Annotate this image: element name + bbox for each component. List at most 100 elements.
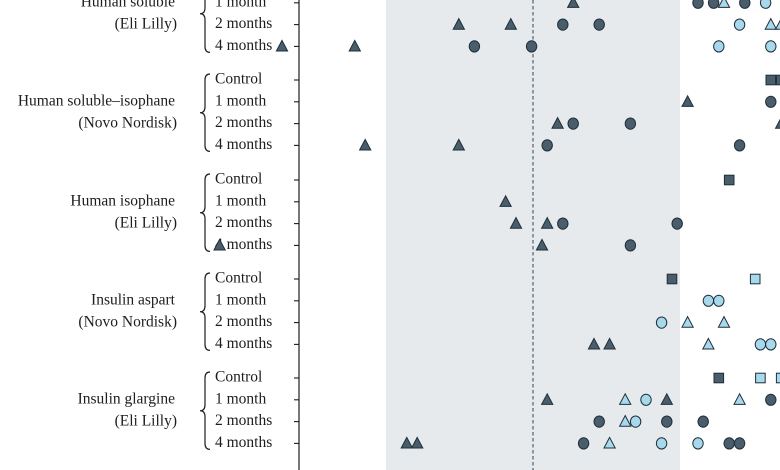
data-point-triangle	[358, 138, 372, 151]
data-point-circle	[733, 437, 746, 450]
data-point-circle	[723, 437, 735, 450]
row-label: 4 months	[215, 434, 272, 451]
row-label: 2 months	[215, 114, 272, 131]
data-point-circle	[629, 415, 642, 428]
group-manufacturer-label: (Novo Nordisk)	[78, 114, 177, 131]
data-point-triangle	[701, 337, 715, 350]
group-brace-1	[199, 73, 211, 152]
row-label: 4 months	[215, 335, 272, 352]
data-point-square	[755, 372, 766, 384]
group-product-label: Insulin aspart	[91, 291, 176, 308]
data-point-triangle	[551, 116, 565, 129]
data-point-circle	[692, 0, 704, 9]
data-point-triangle	[587, 337, 601, 350]
data-point-triangle	[213, 238, 227, 251]
data-point-circle	[733, 18, 746, 31]
data-point-circle	[624, 117, 637, 130]
row-label: Control	[215, 369, 262, 386]
row-label: 4 months	[215, 136, 272, 153]
data-point-triangle	[660, 392, 674, 405]
data-point-circle	[655, 316, 668, 329]
data-point-circle	[661, 415, 673, 428]
data-point-triangle	[681, 94, 695, 107]
data-point-triangle	[275, 39, 289, 52]
row-labels: Human soluble (Eli Lilly) 1 month 2 months 4…	[18, 0, 299, 451]
data-point-triangle	[452, 138, 466, 151]
row-label: 1 month	[215, 291, 266, 308]
group-brace-4	[199, 371, 211, 450]
data-point-circle	[567, 117, 579, 130]
group-product-label: Insulin glargine	[78, 390, 176, 407]
data-point-circle	[765, 393, 777, 406]
data-point-triangle	[566, 0, 580, 8]
data-point-square	[749, 273, 761, 285]
group-manufacturer-label: (Novo Nordisk)	[78, 313, 177, 330]
group-brace-3	[199, 272, 211, 351]
row-label: 1 month	[215, 0, 266, 10]
data-point-triangle	[774, 19, 780, 30]
data-point-triangle	[540, 392, 554, 405]
data-point-triangle	[535, 238, 549, 251]
data-point-circle	[733, 139, 746, 152]
data-point-triangle	[452, 17, 466, 30]
row-label: Control	[215, 71, 262, 88]
data-point-square	[666, 273, 678, 285]
data-point-circle	[557, 18, 569, 31]
data-point-circle	[702, 294, 715, 307]
data-point-circle	[557, 217, 569, 230]
data-point-triangle	[774, 118, 780, 129]
data-point-circle	[655, 437, 668, 450]
data-point-circle	[640, 393, 652, 406]
data-point-circle	[765, 40, 777, 53]
data-point-triangle	[504, 17, 518, 30]
data-point-circle	[759, 0, 772, 9]
group-product-label: Human isophane	[70, 192, 175, 209]
row-label: 1 month	[215, 192, 266, 209]
data-point-triangle	[400, 436, 414, 449]
data-point-circle	[765, 338, 777, 351]
data-point-square	[775, 372, 780, 384]
group-manufacturer-label: (Eli Lilly)	[115, 15, 177, 32]
data-point-triangle	[618, 392, 632, 405]
data-point-circle	[525, 40, 538, 53]
group-brace-2	[199, 173, 211, 252]
data-points	[213, 0, 780, 450]
row-label: 2 months	[215, 214, 272, 231]
data-point-circle	[707, 0, 720, 9]
data-point-triangle	[410, 436, 424, 449]
row-label: 2 months	[215, 412, 272, 429]
data-point-triangle	[764, 17, 778, 30]
group-manufacturer-label: (Eli Lilly)	[115, 412, 177, 429]
data-point-circle	[468, 40, 481, 53]
row-label: 2 months	[215, 15, 272, 32]
data-point-triangle	[603, 436, 617, 449]
data-point-circle	[754, 338, 767, 351]
row-label: 2 months	[215, 313, 272, 330]
data-point-square	[723, 174, 735, 186]
data-point-triangle	[618, 414, 632, 427]
data-point-triangle	[509, 216, 523, 229]
data-point-triangle	[733, 392, 747, 405]
data-point-circle	[713, 40, 725, 53]
row-label: Control	[215, 171, 262, 188]
data-point-square	[765, 74, 777, 86]
group-product-label: Human soluble	[81, 0, 175, 10]
data-point-circle	[765, 95, 777, 108]
row-label: 1 month	[215, 390, 266, 407]
data-point-triangle	[499, 194, 513, 207]
data-point-triangle	[717, 0, 731, 8]
row-label: 1 month	[215, 92, 266, 109]
data-point-circle	[593, 18, 605, 31]
data-point-circle	[671, 217, 683, 230]
data-point-circle	[624, 239, 637, 252]
data-point-square	[713, 372, 725, 384]
data-point-triangle	[540, 216, 554, 229]
row-label: 4 months	[215, 236, 272, 253]
data-point-triangle	[348, 39, 362, 52]
data-point-square	[775, 74, 780, 86]
group-product-label: Human soluble–isophane	[18, 92, 175, 109]
data-point-circle	[697, 415, 709, 428]
row-label: Control	[215, 270, 262, 287]
data-point-triangle	[681, 315, 695, 328]
